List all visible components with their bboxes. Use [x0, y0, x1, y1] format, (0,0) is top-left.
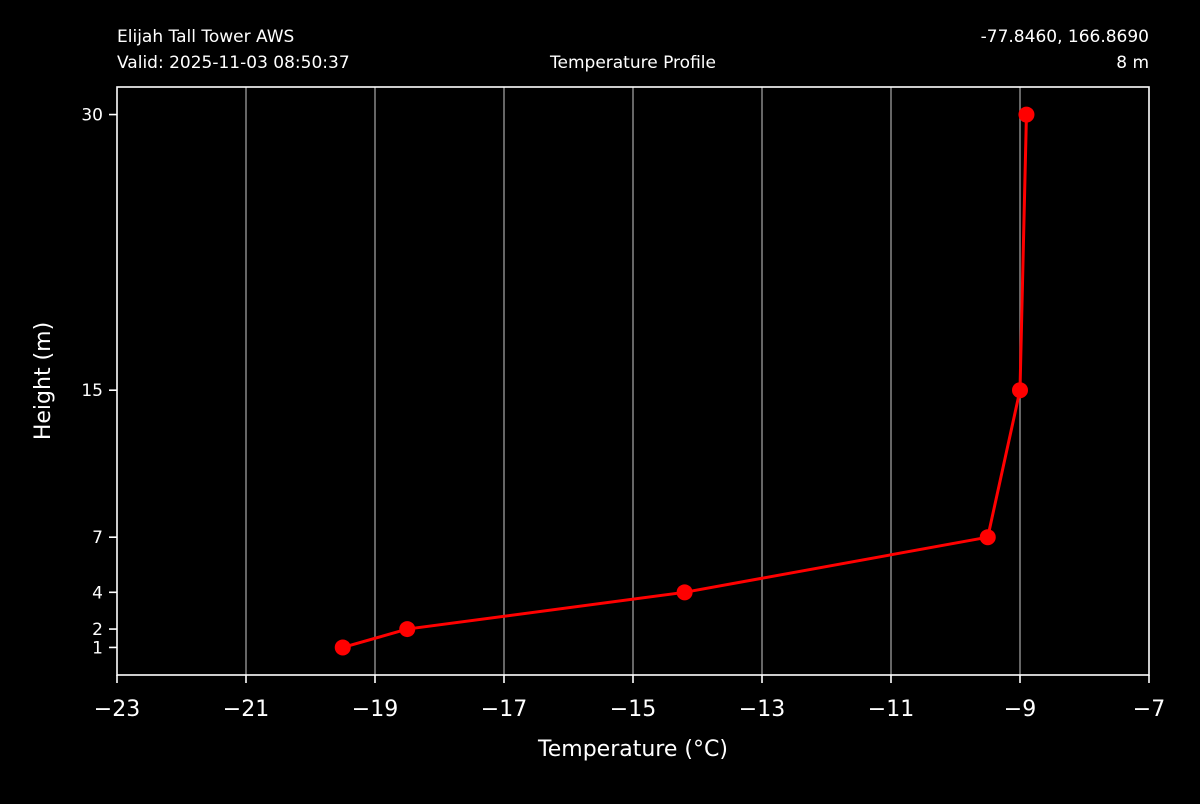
- x-tick-label: −9: [1004, 697, 1036, 722]
- temperature-series-line: [342, 114, 1028, 649]
- x-tick-label: −15: [610, 697, 656, 722]
- data-point-marker: [979, 529, 996, 546]
- y-tick-label: 4: [92, 583, 103, 603]
- y-tick-label: 30: [81, 106, 103, 126]
- x-tick-label: −23: [94, 697, 140, 722]
- valid-time: Valid: 2025-11-03 08:50:37: [117, 53, 350, 73]
- y-tick-label: 1: [92, 638, 103, 658]
- x-tick-label: −11: [868, 697, 914, 722]
- x-tick-label: −7: [1133, 697, 1165, 722]
- plot-title: Temperature Profile: [549, 53, 716, 73]
- station-elevation: 8 m: [1116, 53, 1149, 73]
- data-point-marker: [1012, 382, 1028, 399]
- y-axis: 12 4 7 15 30: [81, 106, 117, 658]
- y-tick-label: 2: [92, 620, 103, 640]
- grid-layer: [245, 87, 1021, 675]
- y-tick-label: 7: [92, 528, 103, 548]
- data-point-marker: [334, 639, 351, 656]
- y-tick-label: 15: [81, 381, 103, 401]
- series-layer: [334, 106, 1035, 656]
- x-tick-label: −17: [481, 697, 527, 722]
- x-tick-label: −21: [223, 697, 269, 722]
- y-axis-label: Height (m): [31, 322, 56, 440]
- x-axis-label: Temperature (°C): [537, 737, 728, 762]
- x-tick-label: −19: [352, 697, 398, 722]
- station-name: Elijah Tall Tower AWS: [117, 27, 294, 47]
- x-axis: −23 −21 −19 −17 −15 −13 −11 −9 −7: [94, 675, 1165, 722]
- x-tick-label: −13: [739, 697, 785, 722]
- data-point-marker: [1018, 106, 1035, 123]
- data-point-marker: [676, 584, 693, 601]
- data-point-marker: [399, 621, 416, 638]
- station-coordinates: -77.8460, 166.8690: [981, 27, 1149, 47]
